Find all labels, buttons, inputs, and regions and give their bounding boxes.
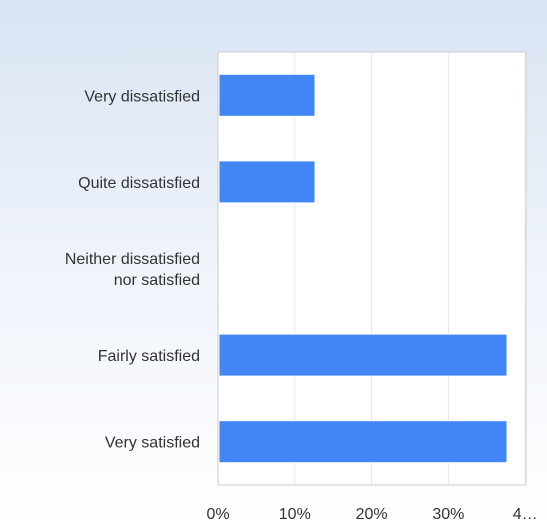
x-tick-label: 20% <box>356 506 388 523</box>
x-tick-label: 30% <box>432 506 464 523</box>
bar-1[interactable] <box>219 161 315 203</box>
category-label: Fairly satisfied <box>98 348 200 365</box>
category-label: nor satisfied <box>114 272 200 289</box>
bar-4[interactable] <box>219 421 507 463</box>
bar-3[interactable] <box>219 334 507 376</box>
category-label: Quite dissatisfied <box>78 175 200 192</box>
x-tick-label: 10% <box>279 506 311 523</box>
x-tick-label: 4… <box>513 506 538 523</box>
category-label: Neither dissatisfied <box>65 251 200 268</box>
category-label: Very satisfied <box>105 435 200 452</box>
x-tick-label: 0% <box>206 506 229 523</box>
bar-0[interactable] <box>219 74 315 116</box>
category-label: Very dissatisfied <box>84 88 200 105</box>
